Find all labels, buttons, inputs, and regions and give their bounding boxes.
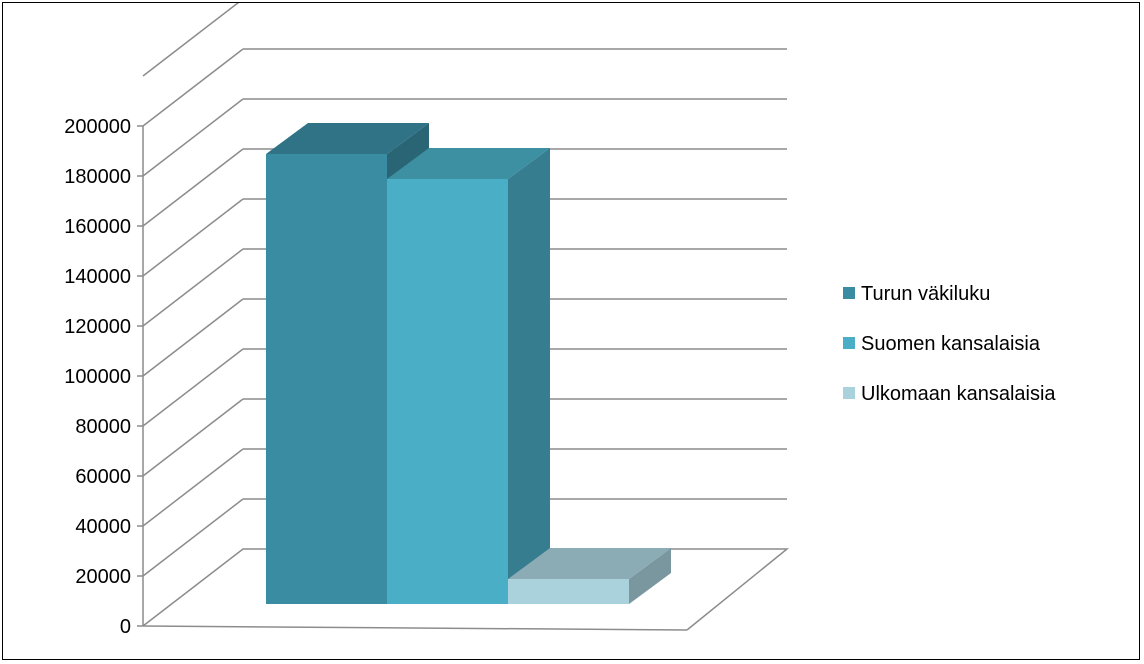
bar-front — [266, 154, 387, 604]
legend-item: Suomen kansalaisia — [843, 333, 1041, 355]
y-tick-label: 0 — [120, 616, 131, 638]
y-tick-label: 100000 — [64, 366, 131, 388]
y-tick-label: 80000 — [75, 416, 131, 438]
side-gridline — [142, 48, 244, 127]
legend-item: Ulkomaan kansalaisia — [843, 383, 1056, 405]
y-tick-label: 20000 — [75, 566, 131, 588]
legend-label: Suomen kansalaisia — [861, 333, 1041, 355]
bar-side — [508, 148, 550, 604]
side-gridline — [142, 248, 244, 327]
side-gridline — [142, 498, 244, 577]
legend-label: Turun väkiluku — [861, 283, 990, 305]
side-gridline — [142, 298, 244, 377]
legend-swatch — [843, 287, 855, 299]
y-tick-label: 40000 — [75, 516, 131, 538]
side-gridline — [142, 3, 240, 77]
legend: Turun väkiluku Suomen kansalaisia Ulkomaan… — [843, 283, 1056, 405]
y-tick-label: 120000 — [64, 316, 131, 338]
chart-svg: 0 20000 40000 60000 80000 100000 120000 140000 1… — [64, 3, 1056, 638]
bar-front — [387, 179, 508, 604]
legend-item: Turun väkiluku — [843, 283, 990, 305]
bar-top — [508, 548, 671, 579]
bar-top — [266, 123, 429, 154]
bars — [266, 123, 671, 604]
legend-label: Ulkomaan kansalaisia — [861, 383, 1056, 405]
y-tick-label: 140000 — [64, 266, 131, 288]
side-gridline — [142, 398, 244, 477]
y-tick-label: 180000 — [64, 166, 131, 188]
bar-top — [387, 148, 550, 179]
y-tick-label: 60000 — [75, 466, 131, 488]
bar-front — [508, 579, 629, 604]
side-gridline — [142, 148, 244, 227]
y-axis-ticks: 0 20000 40000 60000 80000 100000 120000 140000 1… — [64, 116, 143, 638]
bar-3 — [508, 548, 671, 604]
bar-side — [629, 548, 671, 604]
y-tick-label: 200000 — [64, 116, 131, 138]
floor-front-edge — [142, 625, 688, 631]
side-gridline — [142, 348, 244, 427]
legend-swatch — [843, 337, 855, 349]
side-gridline — [142, 448, 244, 527]
side-gridline — [142, 98, 244, 177]
side-gridline — [142, 198, 244, 277]
y-tick-label: 160000 — [64, 216, 131, 238]
bar-2 — [387, 148, 550, 604]
legend-swatch — [843, 387, 855, 399]
